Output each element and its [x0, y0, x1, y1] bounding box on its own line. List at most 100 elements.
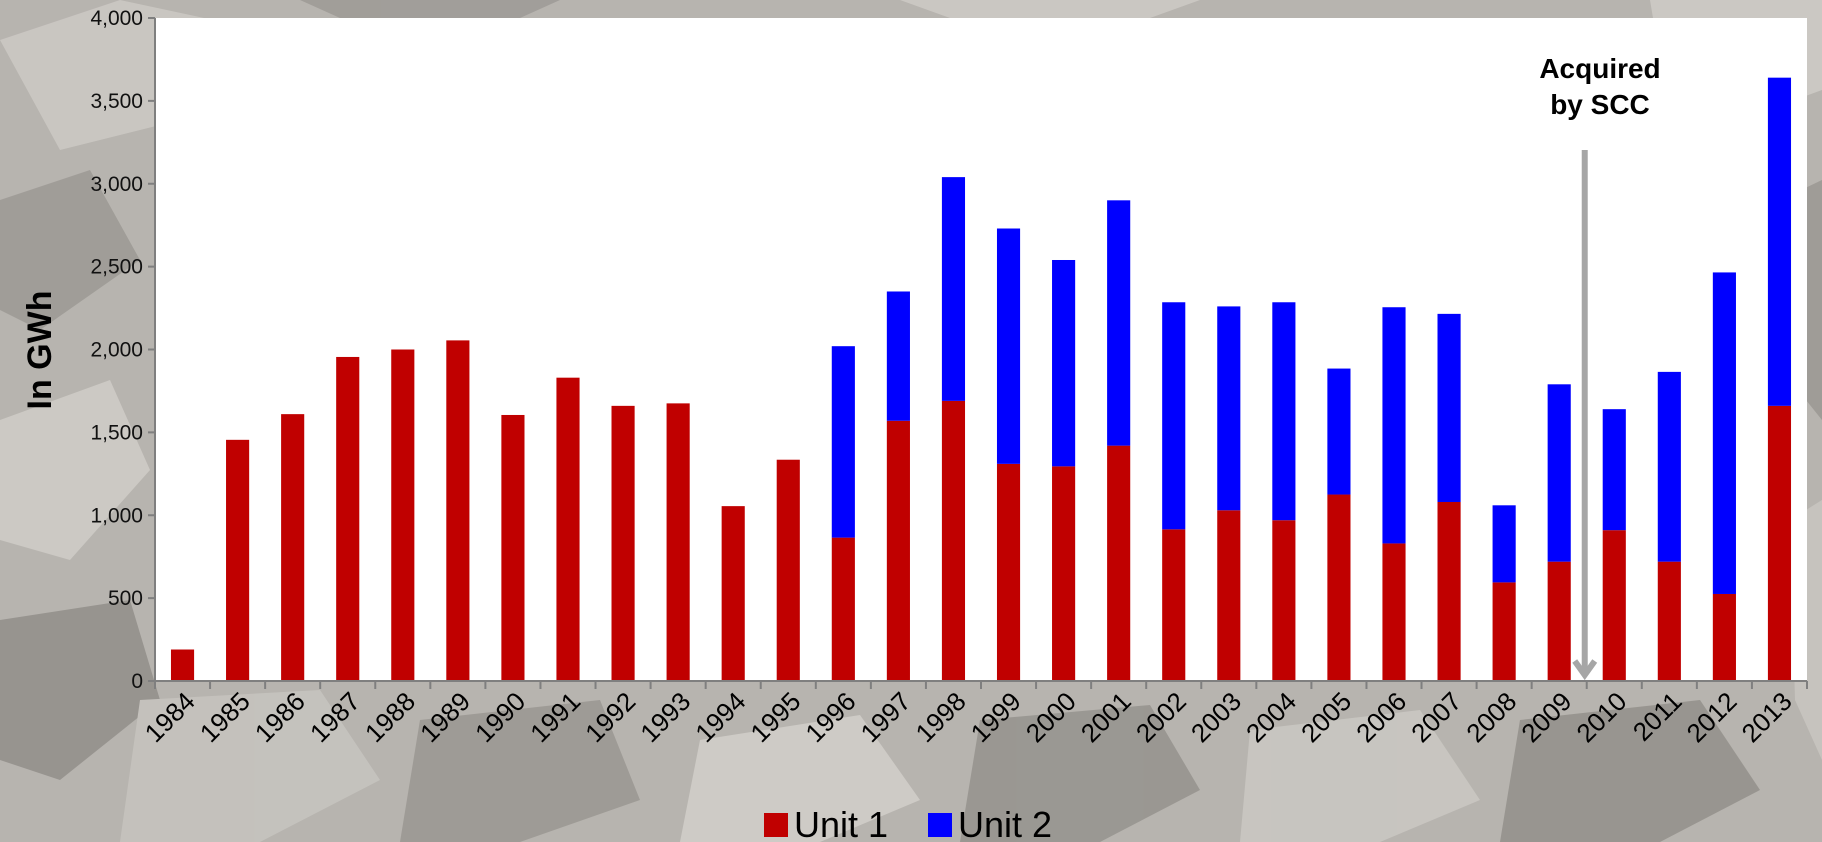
- legend: Unit 1 Unit 2: [764, 804, 1052, 842]
- x-tick-label: 2001: [1075, 686, 1137, 748]
- bar-unit-1-1998: [941, 400, 966, 681]
- bar-unit-1-2001: [1107, 445, 1131, 681]
- legend-swatch-unit-1: [764, 813, 788, 837]
- x-tick-label: 1992: [579, 686, 641, 748]
- bar-unit-1-2013: [1767, 405, 1792, 681]
- x-tick-label: 2010: [1570, 686, 1632, 748]
- bar-unit-1-2004: [1272, 520, 1296, 681]
- bar-unit-1-1996: [831, 537, 855, 681]
- x-tick-label: 2012: [1681, 686, 1743, 748]
- bar-unit-2-2003: [1217, 306, 1241, 511]
- x-tick-label: 1984: [139, 686, 201, 748]
- x-tick-label: 1993: [634, 686, 696, 748]
- bar-unit-1-2008: [1492, 582, 1516, 681]
- bar-unit-2-2013: [1767, 77, 1792, 406]
- bar-unit-2-2000: [1052, 259, 1076, 467]
- y-tick-label: 3,500: [90, 90, 143, 113]
- bar-unit-1-2006: [1382, 543, 1406, 681]
- x-tick-label: 2013: [1736, 686, 1798, 748]
- x-tick-label: 1994: [689, 686, 751, 748]
- bar-unit-2-2002: [1162, 302, 1186, 530]
- x-tick-label: 1998: [910, 686, 972, 748]
- bar-unit-2-2008: [1492, 505, 1516, 583]
- bar-unit-1-1997: [886, 420, 910, 681]
- legend-swatch-unit-2: [928, 813, 952, 837]
- x-tick-label: 1995: [744, 686, 806, 748]
- acquisition-annotation: Acquired by SCC: [1539, 53, 1661, 681]
- bar-unit-2-2007: [1437, 313, 1461, 502]
- x-tick-label: 2009: [1515, 686, 1577, 748]
- y-axis-ticks: 0 500 1,000 1,500 2,000 2,500 3,000 3,500 4,000: [90, 7, 155, 693]
- bar-unit-2-2006: [1382, 307, 1406, 544]
- y-tick-label: 1,000: [90, 504, 143, 527]
- x-tick-label: 1985: [194, 686, 256, 748]
- x-tick-label: 2007: [1405, 686, 1467, 748]
- x-tick-label: 1989: [414, 686, 476, 748]
- bar-unit-1-1995: [776, 459, 800, 681]
- x-tick-label: 1987: [304, 686, 366, 748]
- y-axis-label: In GWh: [21, 291, 59, 410]
- x-tick-label: 1990: [469, 686, 531, 748]
- bar-unit-1-1999: [996, 463, 1021, 681]
- bar-unit-2-1997: [886, 291, 910, 421]
- x-tick-label: 1997: [855, 686, 917, 748]
- x-tick-label: 2006: [1350, 686, 1412, 748]
- plot-area: [155, 18, 1807, 681]
- bar-unit-2-2012: [1712, 272, 1736, 594]
- x-tick-label: 1988: [359, 686, 421, 748]
- y-tick-label: 1,500: [90, 421, 143, 444]
- bar-unit-1-1990: [501, 414, 525, 681]
- bar-unit-1-1984: [170, 649, 195, 681]
- bar-unit-1-2009: [1547, 561, 1571, 681]
- annotation-arrow-head: [1572, 659, 1598, 681]
- x-tick-label: 2005: [1295, 686, 1357, 748]
- bar-unit-1-1991: [556, 377, 580, 681]
- x-tick-label: 2004: [1240, 686, 1302, 748]
- bar-unit-1-1994: [721, 506, 745, 681]
- bars-group: [170, 77, 1792, 681]
- bar-unit-2-1996: [831, 346, 855, 538]
- bar-unit-1-1992: [611, 405, 635, 681]
- x-axis-ticks: 1984198519861987198819891990199119921993…: [139, 681, 1808, 748]
- annotation-line-1: Acquired: [1539, 53, 1660, 84]
- x-tick-label: 1986: [249, 686, 311, 748]
- bar-unit-2-1999: [996, 228, 1021, 464]
- bar-unit-1-1985: [226, 439, 250, 681]
- y-tick-label: 3,000: [90, 173, 143, 196]
- legend-label-unit-2: Unit 2: [958, 804, 1052, 842]
- y-tick-label: 2,500: [90, 256, 143, 279]
- bar-unit-1-2003: [1217, 510, 1241, 681]
- x-tick-label: 1991: [524, 686, 586, 748]
- bar-unit-2-1998: [941, 177, 966, 401]
- y-tick-label: 500: [108, 587, 143, 610]
- y-tick-label: 2,000: [90, 339, 143, 362]
- bar-unit-2-2011: [1657, 371, 1681, 562]
- bar-unit-1-2007: [1437, 501, 1461, 681]
- x-tick-label: 2011: [1627, 686, 1688, 747]
- bar-unit-2-2010: [1602, 409, 1626, 531]
- x-tick-label: 1999: [965, 686, 1027, 748]
- bar-unit-1-2002: [1162, 529, 1186, 681]
- x-tick-label: 1996: [799, 686, 861, 748]
- x-tick-label: 2008: [1460, 686, 1522, 748]
- bar-unit-1-2010: [1602, 530, 1626, 681]
- y-tick-label: 0: [131, 670, 143, 693]
- x-tick-label: 2003: [1185, 686, 1247, 748]
- bar-unit-2-2004: [1272, 302, 1296, 521]
- y-tick-label: 4,000: [90, 7, 143, 30]
- bar-unit-1-2000: [1052, 466, 1076, 681]
- legend-label-unit-1: Unit 1: [794, 804, 888, 842]
- bar-unit-1-1993: [666, 403, 690, 681]
- bar-unit-2-2001: [1107, 200, 1131, 446]
- annotation-line-2: by SCC: [1550, 89, 1650, 120]
- x-tick-label: 2002: [1130, 686, 1192, 748]
- bar-unit-2-2005: [1327, 368, 1351, 495]
- bar-unit-1-2011: [1657, 561, 1681, 681]
- x-tick-label: 2000: [1020, 686, 1082, 748]
- bar-unit-1-1988: [391, 349, 415, 681]
- bar-unit-1-1989: [446, 340, 470, 681]
- bar-unit-1-2012: [1712, 593, 1736, 681]
- bar-unit-1-1987: [336, 356, 360, 681]
- bar-unit-1-2005: [1327, 494, 1351, 681]
